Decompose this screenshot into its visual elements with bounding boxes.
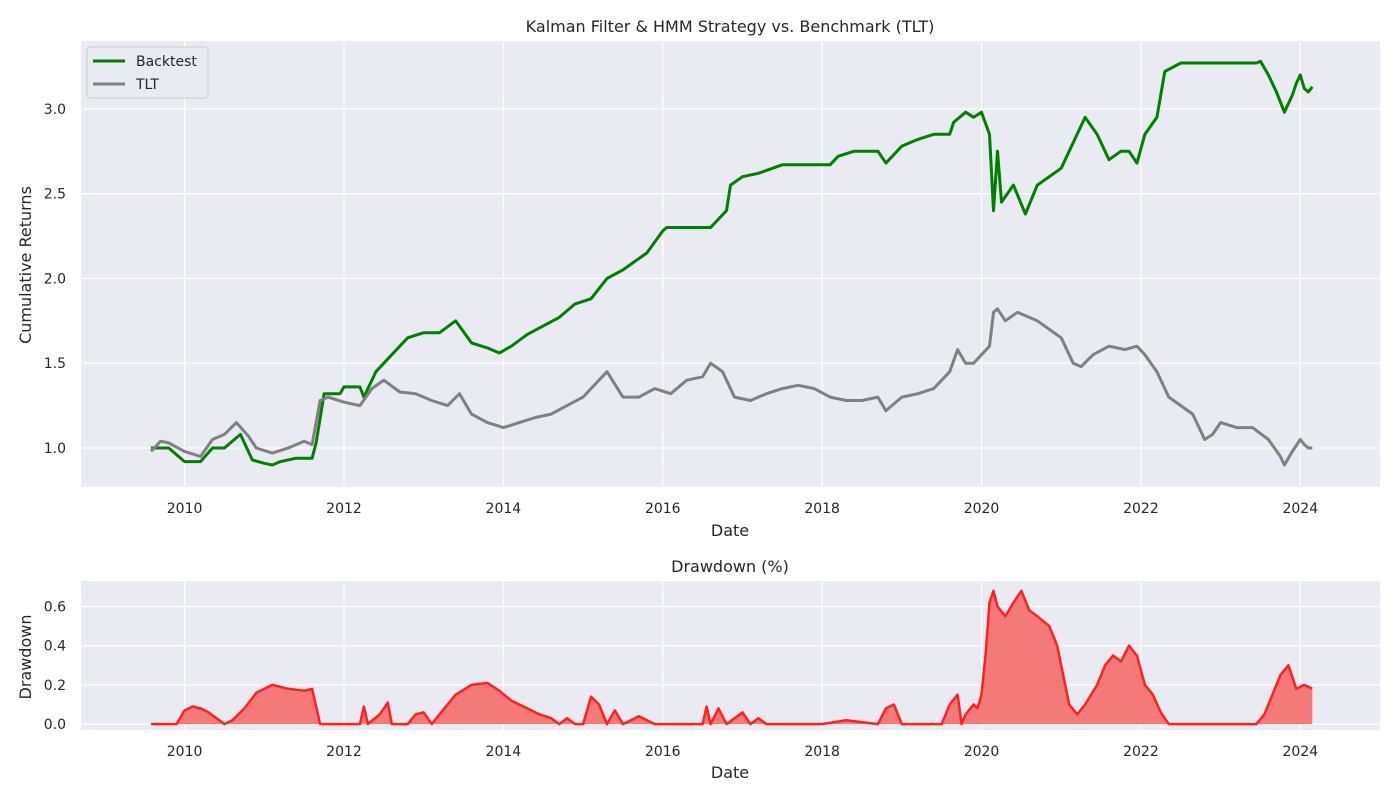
drawdown-x-axis-label: Date	[711, 763, 749, 782]
main-tick-labels: 2010 2012 2014 2016 2018 2020 2022 2024 1.0 1.5 2.…	[44, 102, 1318, 517]
main-y-tick-1.0: 1.0	[44, 441, 66, 457]
main-y-axis-label: Cumulative Returns	[16, 186, 35, 344]
legend-label-tlt: TLT	[135, 77, 159, 93]
drawdown-line-series-0	[151, 589, 1313, 726]
main-x-tick-2020: 2020	[964, 501, 1000, 517]
legend: Backtest TLT	[86, 46, 209, 99]
main-x-tick-2016: 2016	[645, 501, 681, 517]
drawdown-x-tick-2010: 2010	[167, 744, 203, 760]
main-plot-background	[81, 41, 1380, 487]
main-x-tick-2022: 2022	[1123, 501, 1159, 517]
main-line-tlt	[150, 307, 1313, 467]
main-x-axis-label: Date	[711, 521, 749, 540]
drawdown-x-tick-2018: 2018	[804, 744, 840, 760]
drawdown-chart-title: Drawdown (%)	[671, 557, 789, 576]
drawdown-x-tick-2016: 2016	[645, 744, 681, 760]
main-chart-title: Kalman Filter & HMM Strategy vs. Benchma…	[526, 17, 935, 36]
drawdown-y-tick-0.2: 0.2	[44, 678, 66, 694]
main-x-tick-2014: 2014	[486, 501, 522, 517]
drawdown-y-tick-0.6: 0.6	[44, 599, 66, 615]
drawdown-chart: 2010 2012 2014 2016 2018 2020 2022 2024 0.0 0.2 0.…	[16, 557, 1380, 782]
drawdown-tick-labels: 2010 2012 2014 2016 2018 2020 2022 2024 0.0 0.2 0.…	[44, 599, 1318, 760]
drawdown-area-fill	[151, 590, 1313, 725]
drawdown-x-tick-2014: 2014	[486, 744, 522, 760]
main-x-tick-2024: 2024	[1282, 501, 1318, 517]
drawdown-x-tick-2024: 2024	[1282, 744, 1318, 760]
main-y-tick-3.0: 3.0	[44, 102, 66, 118]
legend-label-backtest: Backtest	[136, 54, 197, 70]
drawdown-series	[151, 589, 1313, 726]
drawdown-x-tick-2012: 2012	[326, 744, 362, 760]
drawdown-y-axis-label: Drawdown	[16, 615, 35, 700]
main-series-lines	[150, 59, 1314, 467]
main-x-tick-2012: 2012	[326, 501, 362, 517]
main-x-tick-2018: 2018	[804, 501, 840, 517]
main-chart: 2010 2012 2014 2016 2018 2020 2022 2024 1.0 1.5 2.…	[16, 17, 1380, 540]
drawdown-y-tick-0.4: 0.4	[44, 639, 66, 655]
main-y-tick-2.0: 2.0	[44, 271, 66, 287]
main-y-tick-1.5: 1.5	[44, 356, 66, 372]
drawdown-x-tick-2022: 2022	[1123, 744, 1159, 760]
main-x-tick-2010: 2010	[167, 501, 203, 517]
main-line-backtest	[151, 59, 1314, 467]
main-y-tick-2.5: 2.5	[44, 187, 66, 203]
drawdown-y-tick-0.0: 0.0	[44, 717, 66, 733]
drawdown-x-tick-2020: 2020	[964, 744, 1000, 760]
